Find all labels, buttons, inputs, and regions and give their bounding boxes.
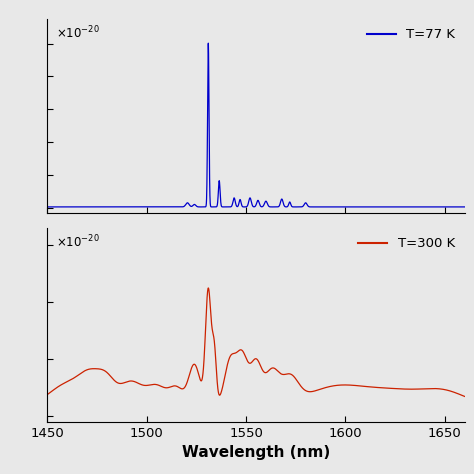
Legend: T=300 K: T=300 K bbox=[353, 232, 461, 255]
Text: $\times10^{-20}$: $\times10^{-20}$ bbox=[56, 234, 100, 251]
X-axis label: Wavelength (nm): Wavelength (nm) bbox=[182, 445, 330, 460]
Legend: T=77 K: T=77 K bbox=[361, 23, 461, 46]
Text: $\times10^{-20}$: $\times10^{-20}$ bbox=[56, 25, 100, 41]
